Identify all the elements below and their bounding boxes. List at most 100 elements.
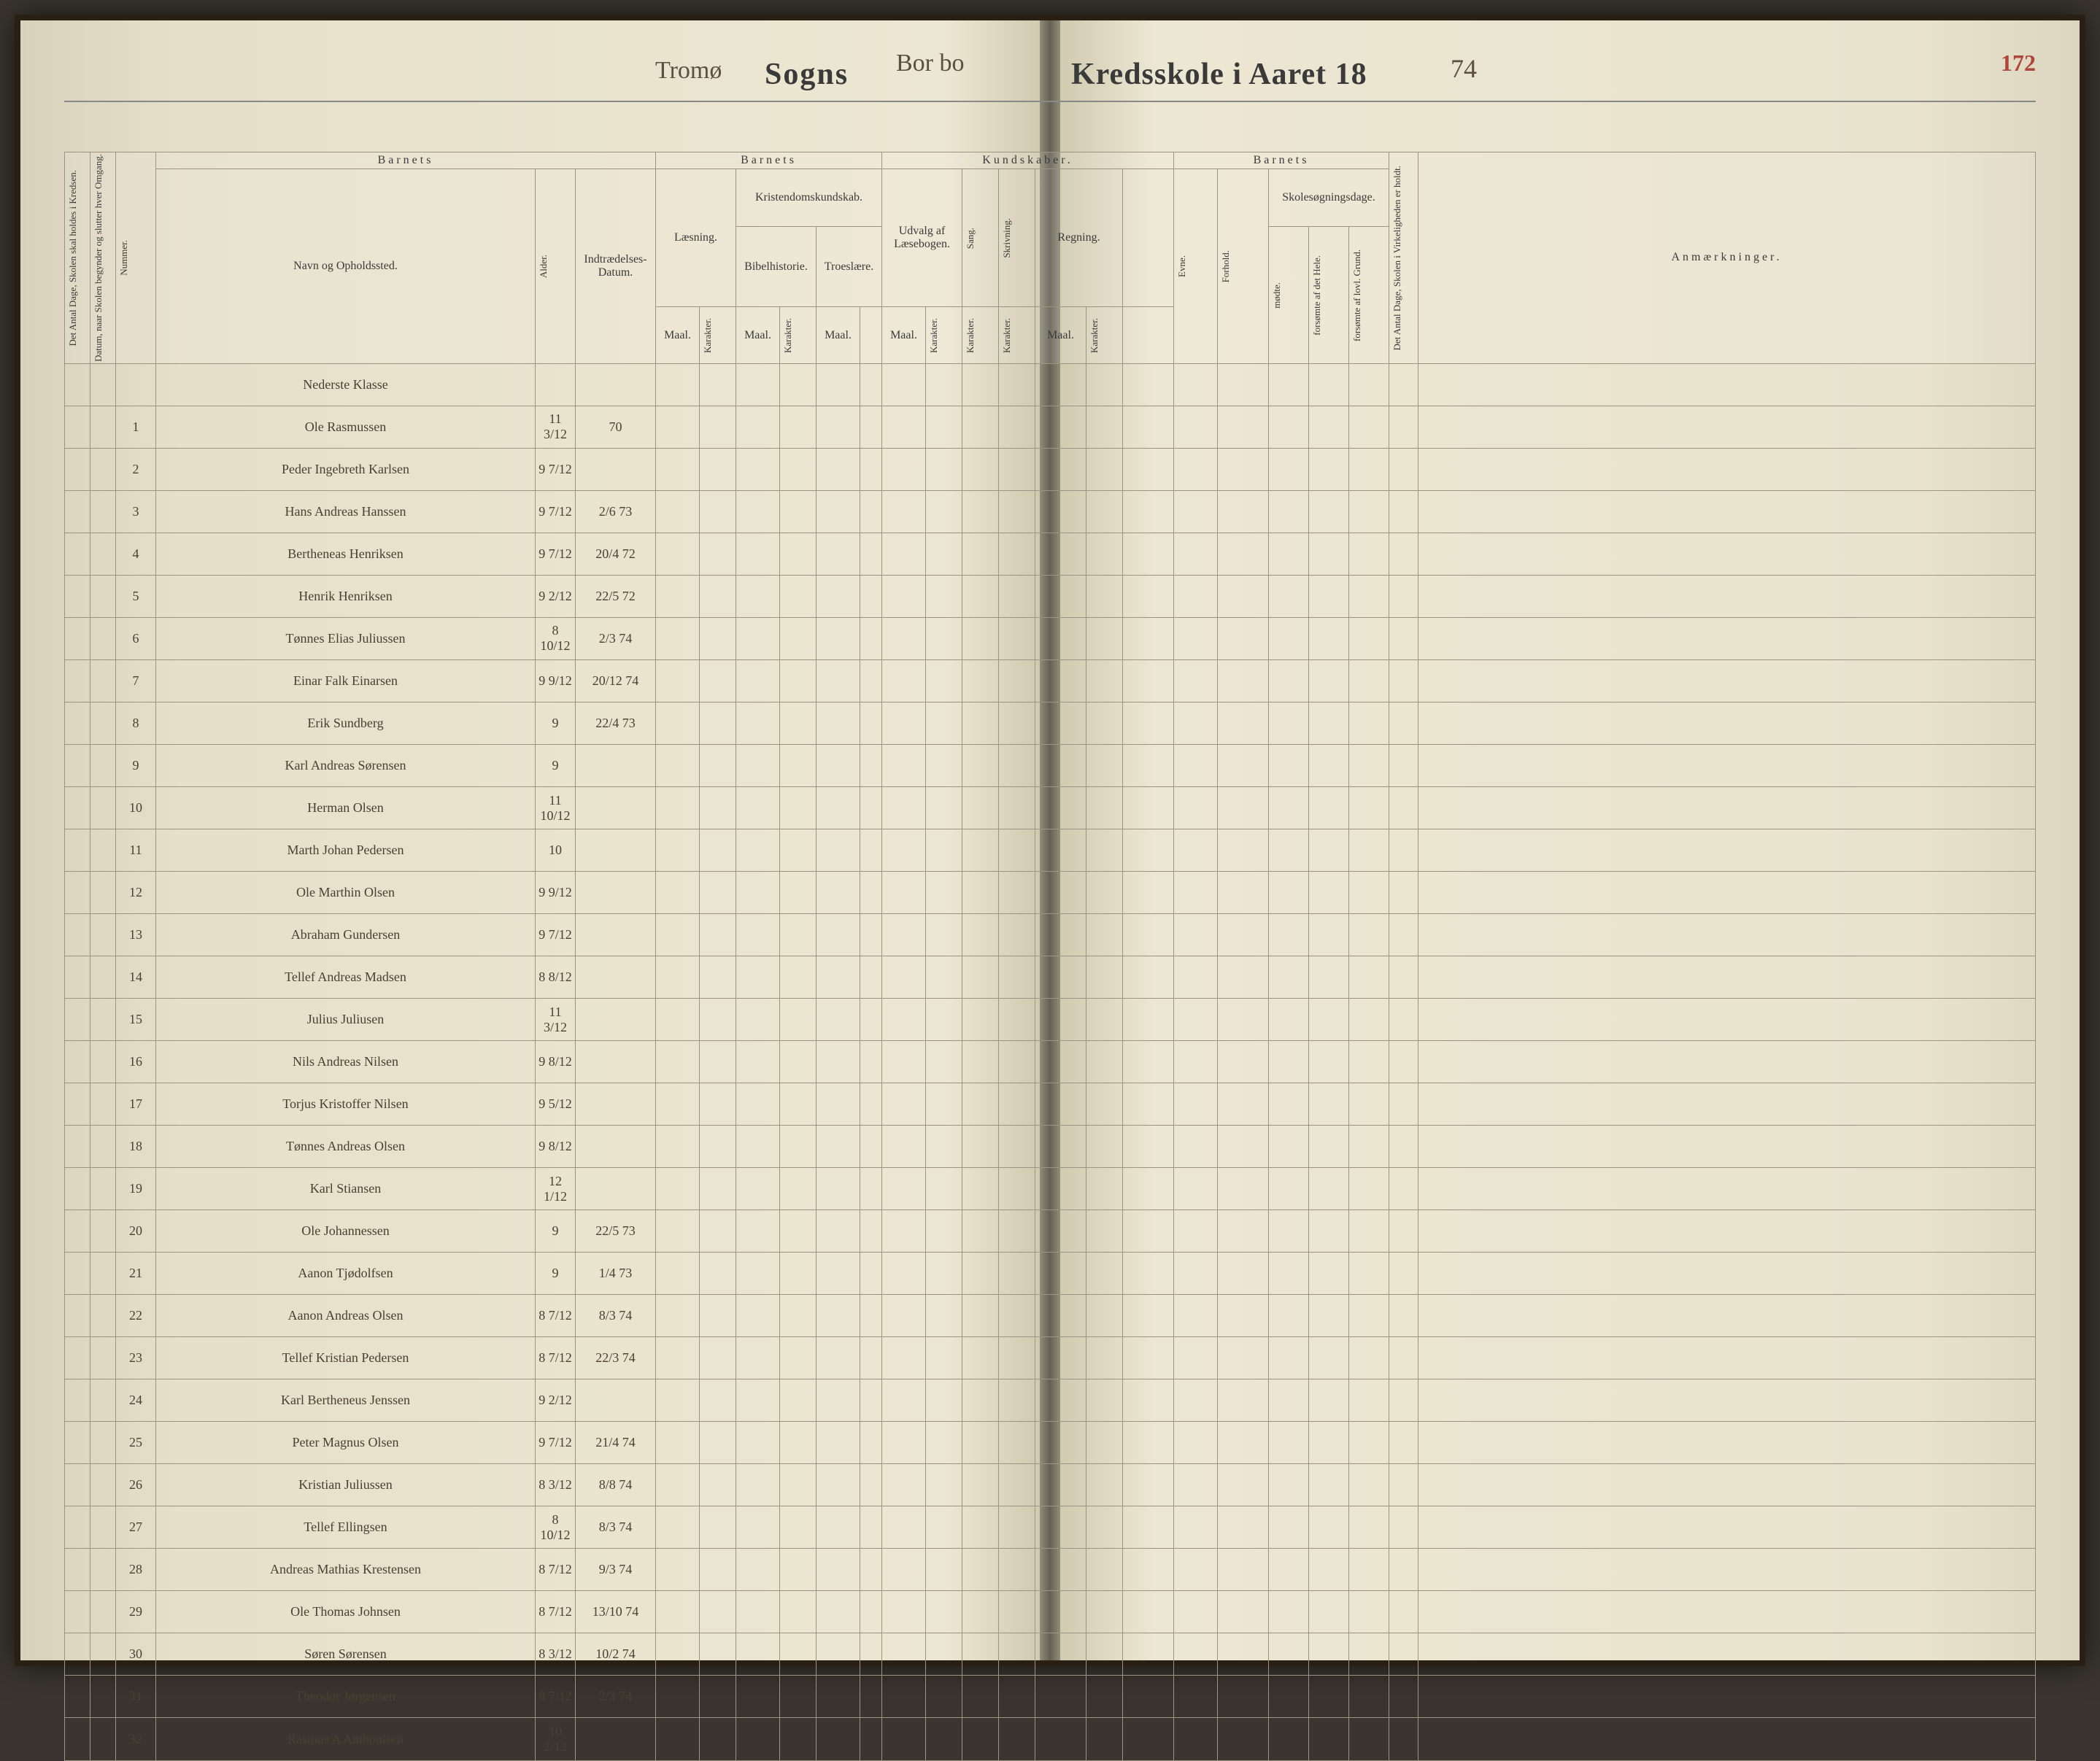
empty-cell: [999, 1041, 1035, 1083]
empty-cell: [700, 914, 736, 956]
empty-cell: [1418, 1549, 2036, 1591]
empty-cell: [1035, 1210, 1086, 1253]
empty-cell: [736, 1718, 780, 1760]
empty-cell: [656, 999, 700, 1041]
row-number: 22: [116, 1295, 156, 1337]
empty-cell: [656, 956, 700, 999]
empty-cell: [1218, 1506, 1269, 1549]
empty-cell: [860, 575, 882, 617]
empty-cell: [1309, 914, 1349, 956]
empty-cell: [656, 490, 700, 533]
empty-cell: [1035, 617, 1086, 659]
empty-cell: [656, 745, 700, 787]
row-number: 4: [116, 533, 156, 575]
col-evne: Evne.: [1174, 169, 1218, 364]
empty-cell: [1418, 406, 2036, 448]
empty-cell: [1309, 1506, 1349, 1549]
empty-cell: [656, 1506, 700, 1549]
empty-cell: [1218, 956, 1269, 999]
empty-cell: [1123, 1168, 1174, 1210]
empty-cell: [65, 406, 90, 448]
entry-date: [576, 1126, 656, 1168]
col-group-kundskaber: Kundskaber.: [882, 152, 1174, 169]
table-row: 20Ole Johannessen922/5 73: [65, 1210, 2036, 1253]
empty-cell: [1218, 1253, 1269, 1295]
empty-cell: [1309, 448, 1349, 490]
empty-cell: [1389, 702, 1418, 744]
empty-cell: [1309, 1253, 1349, 1295]
empty-cell: [90, 1295, 116, 1337]
empty-cell: [65, 1379, 90, 1422]
empty-cell: [736, 1591, 780, 1633]
empty-cell: [90, 1083, 116, 1126]
empty-cell: [700, 490, 736, 533]
empty-cell: [700, 1168, 736, 1210]
entry-date: [576, 1168, 656, 1210]
col-age: Alder.: [536, 169, 576, 364]
empty-cell: [1035, 1464, 1086, 1506]
empty-cell: [1389, 1676, 1418, 1718]
empty-cell: [1035, 575, 1086, 617]
empty-cell: [1086, 956, 1123, 999]
empty-cell: [1123, 617, 1174, 659]
empty-cell: [1389, 1506, 1418, 1549]
row-number: 17: [116, 1083, 156, 1126]
empty-cell: [882, 956, 926, 999]
empty-cell: [1123, 1676, 1174, 1718]
empty-cell: [882, 533, 926, 575]
empty-cell: [1269, 914, 1309, 956]
table-row: 28Andreas Mathias Krestensen8 7/129/3 74: [65, 1549, 2036, 1591]
empty-cell: [736, 956, 780, 999]
empty-cell: [780, 872, 817, 914]
empty-cell: [700, 1718, 736, 1760]
ledger-table: Det Antal Dage, Skolen skal holdes i Kre…: [64, 152, 2036, 1761]
empty-cell: [736, 617, 780, 659]
empty-cell: [999, 448, 1035, 490]
empty-cell: [860, 999, 882, 1041]
empty-cell: [736, 787, 780, 829]
empty-cell: [1086, 829, 1123, 872]
empty-cell: [1123, 1718, 1174, 1760]
empty-cell: [882, 448, 926, 490]
empty-cell: [90, 490, 116, 533]
row-number: 25: [116, 1422, 156, 1464]
empty-cell: [962, 1379, 999, 1422]
empty-cell: [860, 1379, 882, 1422]
empty-cell: [1123, 829, 1174, 872]
empty-cell: [882, 1422, 926, 1464]
empty-cell: [1035, 490, 1086, 533]
empty-cell: [1269, 1676, 1309, 1718]
empty-cell: [700, 787, 736, 829]
empty-cell: [736, 999, 780, 1041]
empty-cell: [1349, 533, 1389, 575]
empty-cell: [90, 787, 116, 829]
row-number: 8: [116, 702, 156, 744]
empty-cell: [817, 1718, 860, 1760]
row-number: 11: [116, 829, 156, 872]
empty-cell: [1389, 914, 1418, 956]
empty-cell: [1218, 1295, 1269, 1337]
empty-cell: [780, 490, 817, 533]
empty-cell: [1309, 406, 1349, 448]
empty-cell: [656, 787, 700, 829]
empty-cell: [1349, 872, 1389, 914]
empty-cell: [962, 787, 999, 829]
empty-cell: [1218, 914, 1269, 956]
pupil-name: Henrik Henriksen: [156, 575, 536, 617]
empty-cell: [860, 406, 882, 448]
empty-cell: [1349, 490, 1389, 533]
empty-cell: [1086, 1464, 1123, 1506]
empty-cell: [90, 872, 116, 914]
empty-cell: [1086, 787, 1123, 829]
empty-cell: [1174, 829, 1218, 872]
empty-cell: [700, 1464, 736, 1506]
empty-cell: [817, 490, 860, 533]
empty-cell: [962, 575, 999, 617]
empty-cell: [700, 1379, 736, 1422]
empty-cell: [1035, 829, 1086, 872]
empty-cell: [65, 1337, 90, 1379]
empty-cell: [1218, 406, 1269, 448]
empty-cell: [1269, 1168, 1309, 1210]
empty-cell: [1086, 914, 1123, 956]
empty-cell: [1218, 702, 1269, 744]
